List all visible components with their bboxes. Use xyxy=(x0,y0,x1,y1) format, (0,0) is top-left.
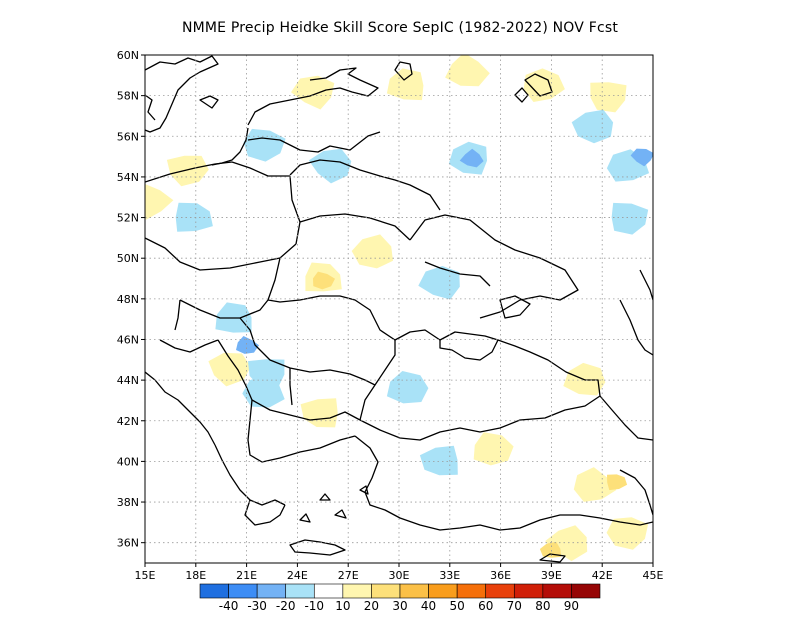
skill-patch xyxy=(571,109,614,144)
coastlines-borders xyxy=(145,55,653,563)
skill-patch xyxy=(473,432,514,466)
skill-patch xyxy=(291,75,335,110)
lon-label: 21E xyxy=(236,569,257,582)
skill-patch xyxy=(606,517,649,550)
colorbar-label: 70 xyxy=(507,599,522,613)
lat-label: 40N xyxy=(117,455,139,468)
latitude-labels: 60N 58N 56N 54N 52N 50N 48N 46N 44N 42N 40N 38N 36N xyxy=(117,49,139,550)
lon-label: 39E xyxy=(541,569,562,582)
skill-patch xyxy=(545,525,588,562)
colorbar-swatch xyxy=(485,583,515,599)
colorbar-label: -10 xyxy=(304,599,324,613)
colorbar-label: 90 xyxy=(564,599,579,613)
skill-patch xyxy=(313,271,335,290)
map-title: NMME Precip Heidke Skill Score SepIC (19… xyxy=(181,20,619,36)
lat-label: 60N xyxy=(117,49,139,62)
skill-patch xyxy=(539,541,562,558)
colorbar-swatch xyxy=(428,583,458,599)
colorbar xyxy=(199,583,601,599)
lon-label: 15E xyxy=(135,569,156,582)
lon-label: 42E xyxy=(592,569,613,582)
colorbar-label: 80 xyxy=(535,599,550,613)
colorbar-swatch xyxy=(342,583,372,599)
grid-lines xyxy=(145,55,653,563)
skill-score-patches xyxy=(145,55,653,562)
colorbar-label: -20 xyxy=(276,599,296,613)
lat-label: 44N xyxy=(117,374,139,387)
colorbar-label: 10 xyxy=(335,599,350,613)
skill-patch xyxy=(607,474,628,491)
colorbar-swatch xyxy=(571,583,601,599)
colorbar-swatch xyxy=(542,583,572,599)
colorbar-swatch xyxy=(456,583,487,599)
lat-label: 54N xyxy=(117,171,139,184)
colorbar-swatch xyxy=(371,583,401,599)
skill-patch xyxy=(418,266,460,300)
colorbar-swatch xyxy=(399,583,429,599)
skill-patch xyxy=(242,373,285,408)
skill-patch xyxy=(590,82,627,113)
longitude-labels: 15E 18E 21E 24E 27E 30E 33E 36E 39E 42E 45E xyxy=(135,569,664,582)
skill-patch xyxy=(208,352,251,387)
axis-ticks xyxy=(141,54,654,567)
colorbar-label: 30 xyxy=(392,599,407,613)
colorbar-swatch xyxy=(513,583,544,599)
skill-patch xyxy=(386,371,429,404)
lat-label: 42N xyxy=(117,415,139,428)
lon-label: 18E xyxy=(185,569,206,582)
lat-label: 50N xyxy=(117,252,139,265)
colorbar-label: 50 xyxy=(450,599,465,613)
lon-label: 27E xyxy=(338,569,359,582)
lat-label: 56N xyxy=(117,130,139,143)
lon-label: 30E xyxy=(389,569,410,582)
skill-patch xyxy=(308,148,352,184)
skill-patch xyxy=(445,55,490,87)
lat-label: 52N xyxy=(117,212,139,225)
skill-patch xyxy=(351,234,393,269)
colorbar-label: 20 xyxy=(364,599,379,613)
lon-label: 45E xyxy=(643,569,664,582)
skill-patch xyxy=(523,68,565,102)
colorbar-swatch xyxy=(199,583,229,599)
skill-patch xyxy=(166,155,209,187)
lat-label: 36N xyxy=(117,537,139,550)
skill-patch xyxy=(459,148,484,168)
colorbar-swatch xyxy=(256,583,287,599)
colorbar-swatch xyxy=(228,583,258,599)
colorbar-label: -40 xyxy=(219,599,239,613)
skill-patch xyxy=(386,68,424,101)
skill-patch xyxy=(630,148,653,167)
colorbar-labels: -40 -30 -20 -10 10 20 30 40 50 60 70 80 90 xyxy=(219,599,579,613)
skill-patch xyxy=(236,336,259,354)
colorbar-label: -30 xyxy=(247,599,267,613)
lon-label: 33E xyxy=(439,569,460,582)
skill-patch xyxy=(145,184,174,220)
lat-label: 48N xyxy=(117,293,139,306)
skill-patch xyxy=(243,128,286,162)
lat-label: 58N xyxy=(117,90,139,103)
lon-label: 24E xyxy=(287,569,308,582)
colorbar-swatch xyxy=(313,583,344,599)
colorbar-swatch xyxy=(285,583,315,599)
colorbar-label: 60 xyxy=(478,599,493,613)
colorbar-label: 40 xyxy=(421,599,436,613)
skill-patch xyxy=(419,445,458,476)
skill-patch xyxy=(573,467,617,502)
skill-patch xyxy=(611,202,649,235)
lat-label: 46N xyxy=(117,333,139,346)
lon-label: 36E xyxy=(490,569,511,582)
skill-patch xyxy=(175,202,213,232)
lat-label: 38N xyxy=(117,496,139,509)
